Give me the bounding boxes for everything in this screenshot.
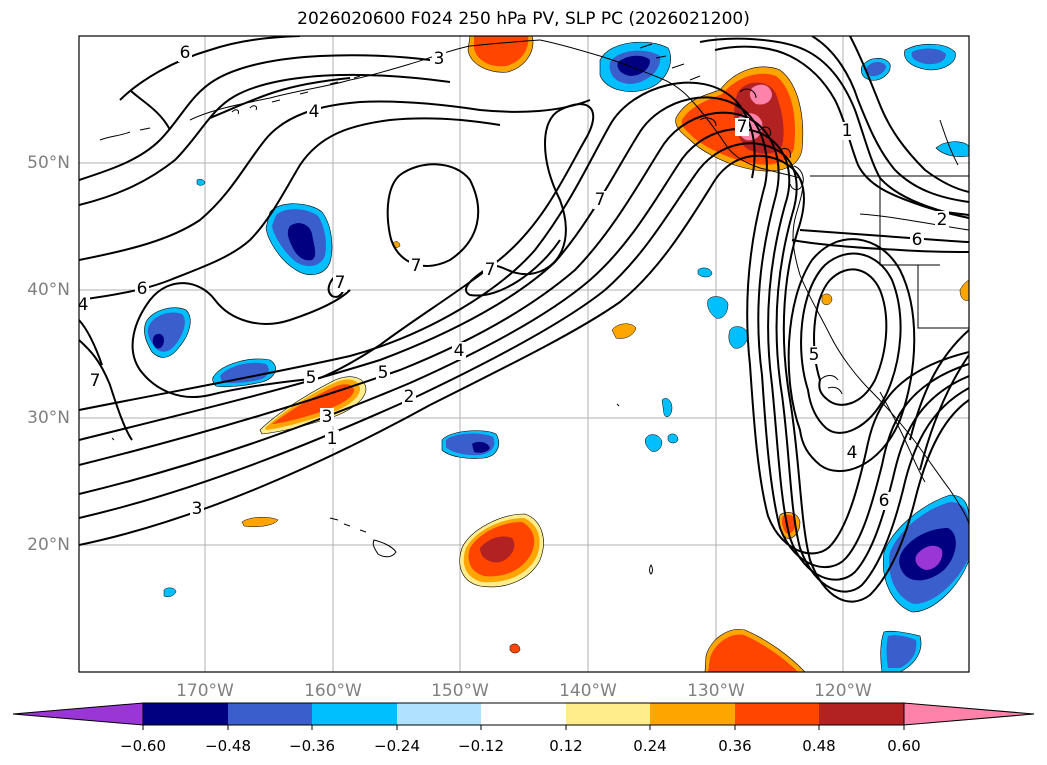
contour-label: 4 [452,341,466,361]
contour-label-text: 3 [192,499,203,519]
lat-label: 20°N [27,535,70,555]
lat-label: 50°N [27,153,70,173]
contour-label-text: 5 [378,363,389,383]
lat-label: 40°N [27,280,70,300]
contour-label-text: 1 [842,121,853,141]
colorbar: −0.60 −0.48 −0.36 −0.24 −0.12 0.12 0.24 … [12,702,1035,755]
contour-label-text: 7 [595,190,606,210]
contour-label: 4 [307,102,321,122]
contour-label: 2 [402,387,416,407]
contour-label-text: 1 [327,429,338,449]
map-border [78,35,970,673]
lon-label: 160°W [304,681,362,701]
contour-label-text: 7 [411,256,422,276]
colorbar-extend-right [903,702,1035,726]
colorbar-tick-label: −0.36 [289,737,335,755]
colorbar-tick-label: 0.12 [549,737,582,755]
contour-label: 4 [845,443,859,463]
contour-label: 7 [593,190,607,210]
lon-label: 120°W [814,681,872,701]
contour-label-text: 4 [309,102,320,122]
colorbar-segment [143,703,228,725]
contour-label: 7 [409,256,423,276]
contour-label-text: 7 [335,273,346,293]
map-title: 2026020600 F024 250 hPa PV, SLP PC (2026… [297,9,750,29]
colorbar-tick-label: −0.60 [120,737,166,755]
colorbar-tick-label: −0.12 [458,737,504,755]
contour-label: 5 [376,363,390,383]
contour-label: 5 [807,345,821,365]
colorbar-segment [819,703,904,725]
contour-label: 3 [190,499,204,519]
contour-label-text: 4 [454,341,465,361]
colorbar-extend-left [12,702,144,726]
lon-labels: 170°W 160°W 150°W 140°W 130°W 120°W [176,681,872,701]
contour-label: 3 [432,49,446,69]
contour-label-text: 6 [912,230,923,250]
lon-label: 140°W [559,681,617,701]
colorbar-segment [312,703,397,725]
colorbar-tick-label: 0.36 [718,737,751,755]
contour-label-text: 2 [404,387,415,407]
colorbar-segment [650,703,735,725]
colorbar-tick-label: −0.24 [374,737,420,755]
contour-label: 6 [910,230,924,250]
contour-label: 5 [304,368,318,388]
contour-label-text: 2 [937,210,948,230]
contour-label: 6 [178,43,192,63]
contour-label: 2 [935,210,949,230]
contour-label: 6 [135,279,149,299]
colorbar-segment [397,703,481,725]
colorbar-segment [481,703,566,725]
contour-label-text: 3 [322,407,333,427]
contour-label-text: 6 [180,43,191,63]
contour-label-text: 7 [485,260,496,280]
contour-label: 4 [78,295,90,315]
contour-label-text: 7 [737,117,748,137]
contour-label: 7 [333,273,347,293]
contour-labels: 6 3 4 7 7 7 7 5 6 4 7 7 5 4 3 2 1 3 1 2 … [78,43,949,519]
contour-label: 3 [320,407,334,427]
contour-label-text: 7 [90,371,101,391]
contour-label-text: 5 [809,345,820,365]
colorbar-segment [228,703,312,725]
colorbar-tick-label: 0.24 [633,737,666,755]
colorbar-segment [735,703,819,725]
contour-label: 7 [483,260,497,280]
contour-label: 6 [877,491,891,511]
colorbar-tick-label: 0.60 [887,737,920,755]
lat-label: 30°N [27,408,70,428]
coastlines [99,39,969,575]
contour-label: 7 [735,117,749,137]
lon-label: 130°W [687,681,745,701]
contour-label-text: 6 [879,491,890,511]
lat-labels: 50°N 40°N 30°N 20°N [27,153,70,555]
contour-label: 7 [88,371,102,391]
contour-label-text: 6 [137,279,148,299]
contour-label-text: 4 [78,295,89,315]
lon-label: 170°W [176,681,234,701]
colorbar-tick-label: 0.48 [802,737,835,755]
colorbar-tick-label: −0.48 [205,737,251,755]
contour-label: 1 [840,121,854,141]
contour-label: 1 [325,429,339,449]
contour-label-text: 3 [434,49,445,69]
map-area: 6 3 4 7 7 7 7 5 6 4 7 7 5 4 3 2 1 3 1 2 … [78,36,969,672]
contour-label-text: 4 [847,443,858,463]
contour-label-text: 5 [306,368,317,388]
colorbar-segment [566,703,650,725]
slp-contours [79,36,969,603]
lon-label: 150°W [431,681,489,701]
